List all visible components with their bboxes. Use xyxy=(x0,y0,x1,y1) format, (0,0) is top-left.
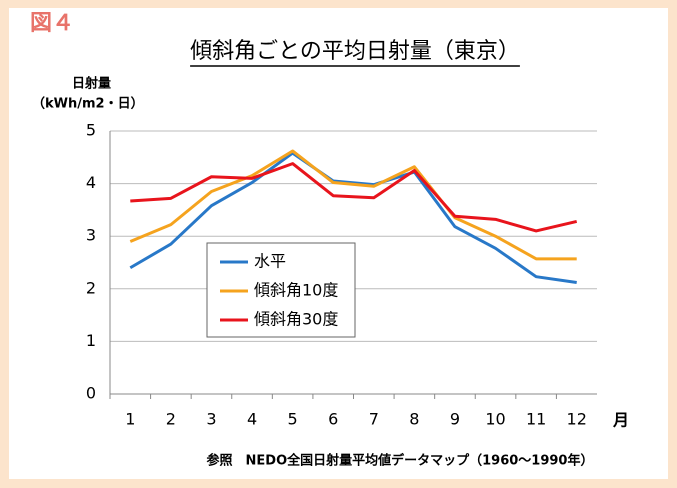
x-tick-label: 12 xyxy=(567,410,587,429)
x-axis-label: 月 xyxy=(612,411,629,430)
x-tick-label: 2 xyxy=(166,410,176,429)
x-tick-label: 7 xyxy=(369,410,379,429)
x-tick-label: 3 xyxy=(206,410,216,429)
y-axis-label: 日射量 xyxy=(72,76,111,92)
legend-label: 傾斜角10度 xyxy=(254,281,338,300)
x-tick-label: 6 xyxy=(328,410,338,429)
y-tick-label: 1 xyxy=(86,331,96,350)
x-tick-label: 4 xyxy=(247,410,257,429)
y-tick-label: 0 xyxy=(86,384,96,403)
series-line xyxy=(129,149,577,261)
x-tick-label: 8 xyxy=(409,410,419,429)
x-tick-label: 9 xyxy=(450,410,460,429)
series-line xyxy=(130,162,578,233)
chart-title: 傾斜角ごとの平均日射量（東京） xyxy=(190,39,520,64)
x-tick-label: 10 xyxy=(485,410,505,429)
x-tick-label: 5 xyxy=(288,410,298,429)
note: 参照 NEDO全国日射量平均値データマップ（1960～1990年） xyxy=(207,453,594,469)
x-tick-label: 1 xyxy=(125,410,135,429)
x-tick-label: 11 xyxy=(526,410,546,429)
y-tick-label: 2 xyxy=(86,278,96,297)
legend-label: 水平 xyxy=(254,252,286,271)
y-tick-label: 5 xyxy=(86,121,96,140)
y-tick-label: 4 xyxy=(86,173,96,192)
y-tick-label: 3 xyxy=(86,226,96,245)
series-line xyxy=(129,151,577,284)
figure-label: 図４ xyxy=(30,11,74,36)
y-axis-label: （kWh/m2・日） xyxy=(32,96,144,112)
legend-label: 傾斜角30度 xyxy=(254,310,338,329)
